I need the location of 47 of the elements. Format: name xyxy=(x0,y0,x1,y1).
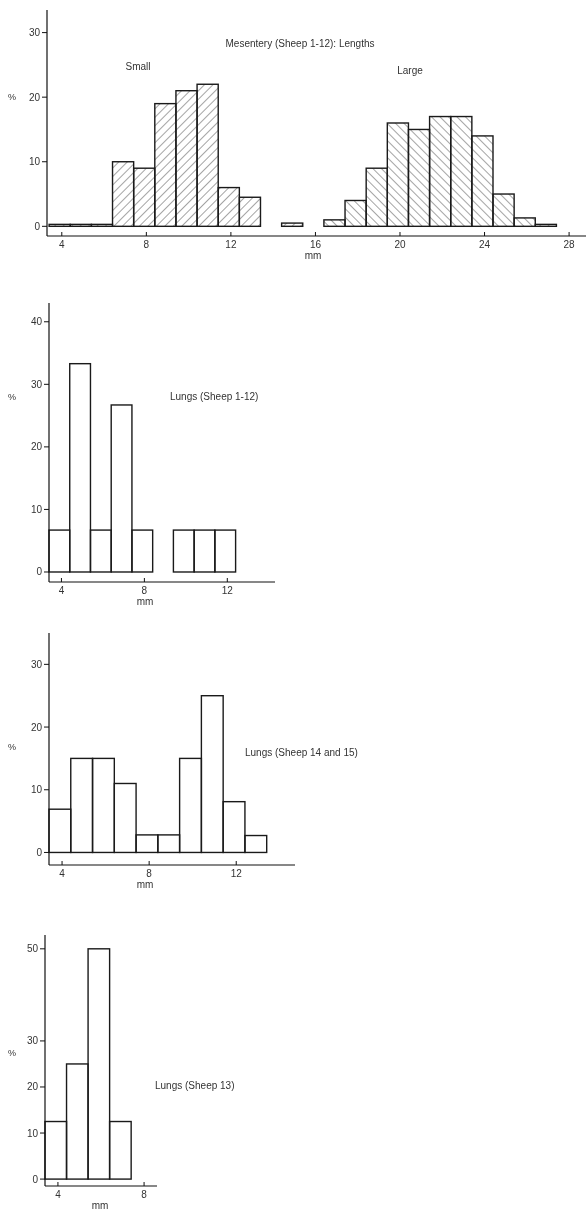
text: Mesentery (Sheep 1-12): Lengths xyxy=(225,38,375,49)
y-axis-title: % xyxy=(8,1048,17,1058)
text: Lungs (Sheep 1-12) xyxy=(170,391,259,402)
y-tick-label: 0 xyxy=(34,220,41,232)
x-tick-label: 8 xyxy=(143,239,150,250)
y-tick-label: 20 xyxy=(30,441,43,453)
text: Lungs (Sheep 14 and 15) xyxy=(245,747,358,758)
annotation: Small xyxy=(125,61,151,72)
y-tick-label: 20 xyxy=(26,1081,39,1093)
y-tick-label: 0 xyxy=(36,566,43,578)
x-tick-label: 4 xyxy=(59,239,66,250)
x-tick-label: 24 xyxy=(478,239,491,250)
y-tick-label: 50 xyxy=(26,943,39,955)
y-tick-label: 40 xyxy=(30,316,43,328)
x-tick-label: 4 xyxy=(58,585,65,596)
y-tick-label: 30 xyxy=(30,658,43,670)
x-tick-label: 28 xyxy=(563,239,576,250)
x-axis-title: mm xyxy=(136,596,154,607)
y-tick-label: 10 xyxy=(30,784,43,796)
y-tick-label: 10 xyxy=(30,503,43,515)
y-axis-title: % xyxy=(8,92,17,102)
x-tick-label: 12 xyxy=(225,239,237,250)
y-axis-title: % xyxy=(8,392,17,402)
x-tick-label: 12 xyxy=(230,868,243,879)
x-tick-label: 12 xyxy=(221,585,234,596)
x-tick-label: 8 xyxy=(141,1189,148,1200)
x-axis-title: mm xyxy=(91,1200,109,1211)
y-tick-label: 10 xyxy=(28,156,41,168)
x-tick-label: 4 xyxy=(59,868,66,879)
y-tick-label: 30 xyxy=(28,27,41,39)
y-tick-label: 0 xyxy=(32,1173,39,1185)
annotation: Large xyxy=(397,65,424,76)
y-tick-label: 20 xyxy=(28,91,41,103)
y-tick-label: 0 xyxy=(36,846,43,858)
y-tick-label: 20 xyxy=(30,721,43,733)
x-tick-label: 4 xyxy=(55,1189,62,1200)
y-tick-label: 30 xyxy=(26,1035,39,1047)
x-tick-label: 8 xyxy=(141,585,148,596)
x-tick-label: 8 xyxy=(146,868,153,879)
x-tick-label: 16 xyxy=(309,239,322,250)
text: Lungs (Sheep 13) xyxy=(155,1080,235,1091)
y-axis-title: % xyxy=(8,742,17,752)
y-tick-label: 10 xyxy=(26,1127,39,1139)
x-axis-title: mm xyxy=(136,879,154,890)
y-tick-label: 30 xyxy=(30,378,43,390)
x-tick-label: 20 xyxy=(394,239,406,250)
x-axis-title: mm xyxy=(304,250,322,261)
